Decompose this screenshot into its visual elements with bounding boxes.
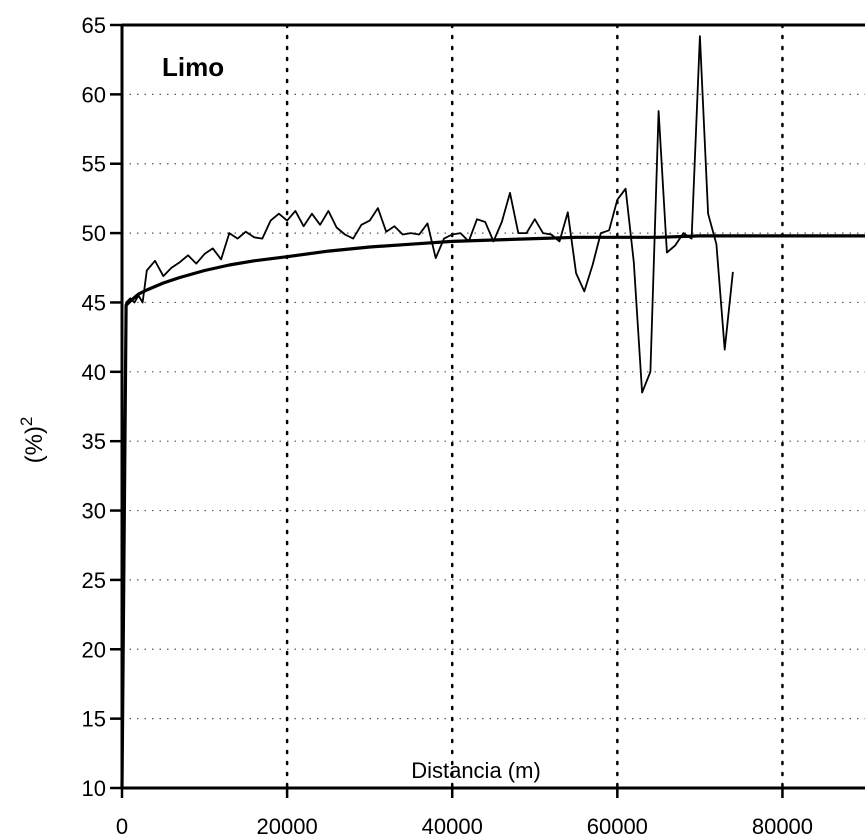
series-layer — [120, 35, 865, 789]
y-tick-label: 30 — [82, 499, 106, 524]
axes-layer — [110, 23, 865, 798]
y-axis-label-main: (%) — [21, 426, 48, 463]
model-variogram-line — [120, 234, 865, 789]
y-tick-label: 55 — [82, 152, 106, 177]
x-tick-label: 60000 — [587, 814, 648, 839]
y-axis-label-group: (%)2 — [17, 417, 48, 464]
y-tick-label: 45 — [82, 290, 106, 315]
y-tick-label: 40 — [82, 360, 106, 385]
y-tick-label: 25 — [82, 568, 106, 593]
y-tick-label: 65 — [82, 13, 106, 38]
x-tick-label: 20000 — [257, 814, 318, 839]
y-tick-label: 15 — [82, 707, 106, 732]
grid-layer — [122, 23, 865, 790]
labels-layer: Limo Distancia (m) (%)2 1015202530354045… — [17, 13, 813, 839]
y-tick-label: 35 — [82, 429, 106, 454]
x-tick-label: 0 — [116, 814, 128, 839]
y-axis-label-superscript: 2 — [17, 417, 36, 426]
x-tick-label: 80000 — [752, 814, 813, 839]
x-axis-label: Distancia (m) — [411, 758, 541, 783]
y-tick-label: 60 — [82, 82, 106, 107]
y-tick-label: 20 — [82, 637, 106, 662]
y-tick-label: 50 — [82, 221, 106, 246]
y-tick-label: 10 — [82, 776, 106, 801]
chart-title: Limo — [162, 52, 224, 82]
experimental-variogram-line — [121, 35, 734, 789]
x-tick-label: 40000 — [422, 814, 483, 839]
y-axis-label: (%)2 — [17, 417, 48, 464]
